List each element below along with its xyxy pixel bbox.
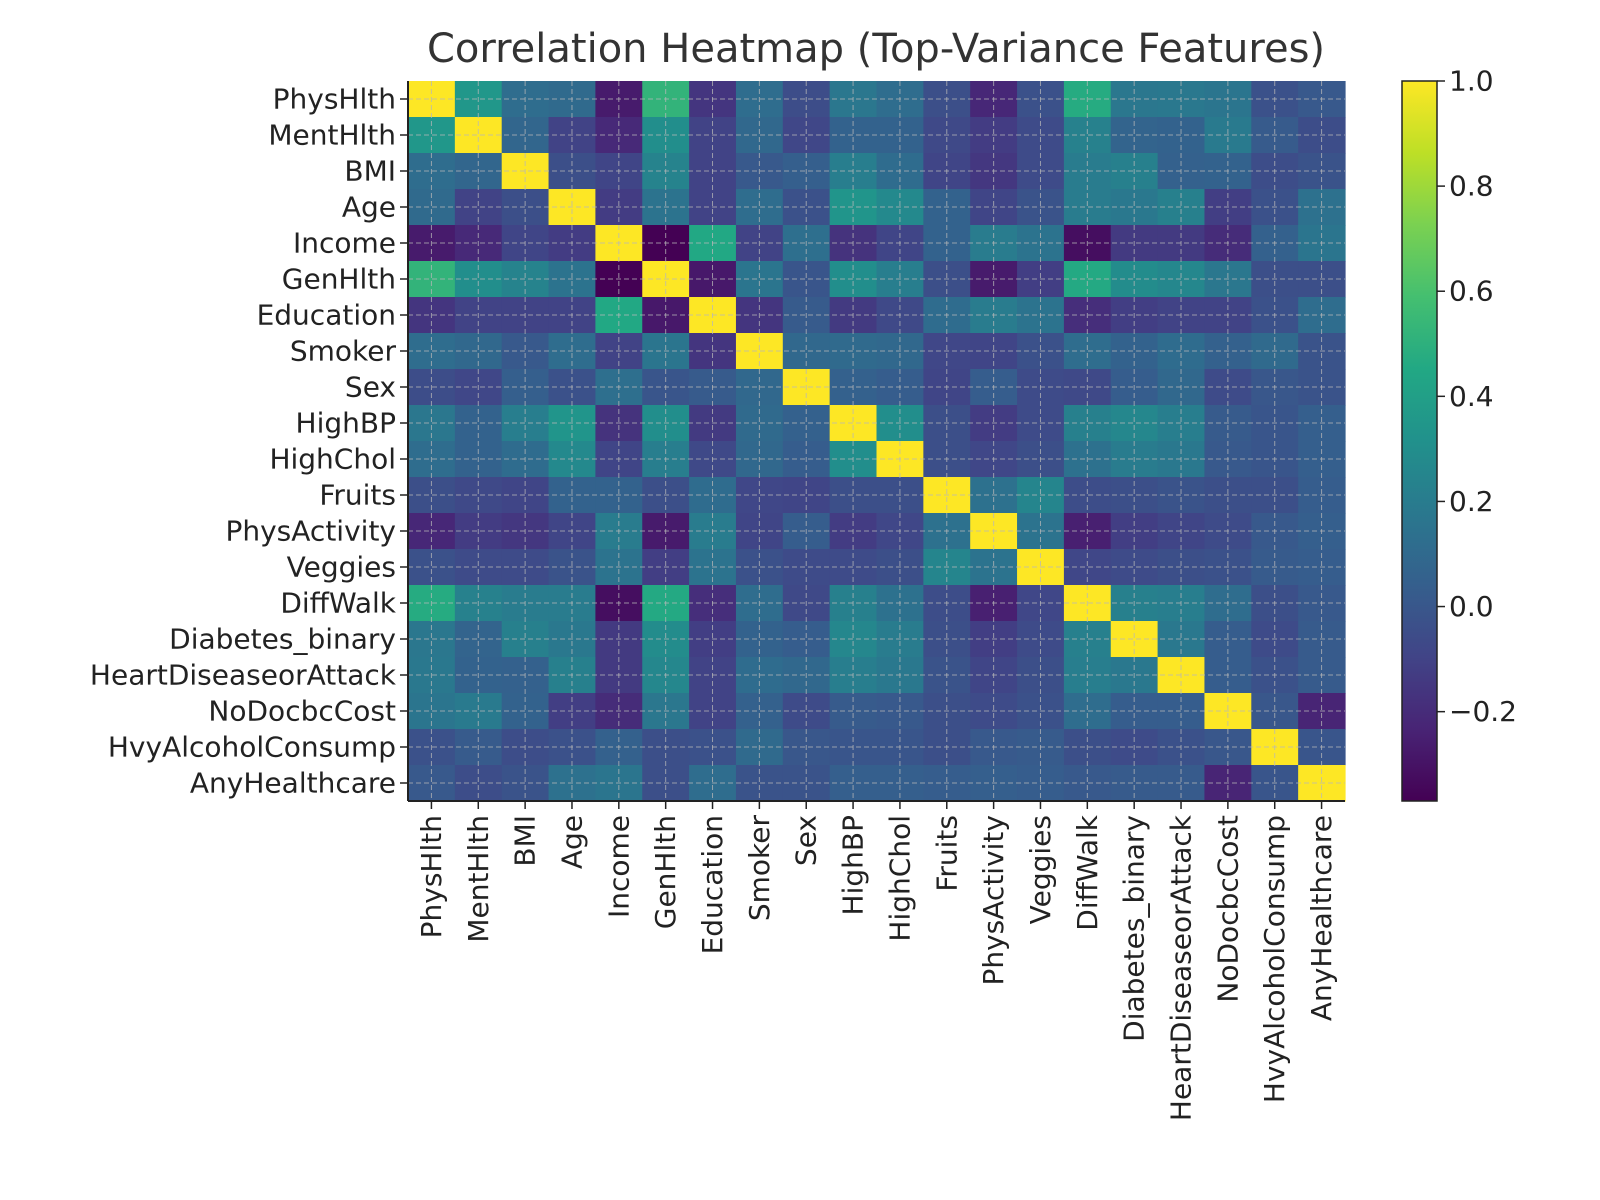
x-tick-label: Sex (790, 815, 823, 866)
heatmap-cells (408, 81, 1346, 802)
y-tick-label: Age (342, 191, 396, 224)
x-tick-label: Diabetes_binary (1118, 815, 1151, 1042)
x-tick-label: HvyAlcoholConsump (1258, 815, 1291, 1103)
y-tick-label: HvyAlcoholConsump (108, 731, 396, 764)
y-tick-label: Diabetes_binary (169, 623, 396, 656)
y-tick-label: HeartDiseaseorAttack (90, 659, 397, 692)
y-tick-label: PhysActivity (225, 515, 396, 548)
x-tick-label: HighChol (883, 815, 916, 942)
x-tick-label: PhysHlth (415, 815, 448, 938)
y-tick-label: HighChol (269, 443, 396, 476)
x-tick-label: NoDocbcCost (1211, 815, 1244, 1003)
y-tick-label: Education (257, 299, 396, 332)
colorbar-tick-label: 0.8 (1449, 170, 1494, 203)
x-tick-label: DiffWalk (1071, 814, 1104, 930)
y-tick-label: DiffWalk (280, 587, 396, 620)
x-tick-label: Education (696, 815, 729, 954)
heatmap-gridlines (408, 81, 1345, 801)
x-tick-label: MentHlth (462, 815, 495, 943)
y-tick-label: Fruits (319, 479, 396, 512)
y-tick-label: Veggies (287, 551, 396, 584)
y-tick-label: Smoker (290, 335, 397, 368)
y-tick-label: HighBP (296, 407, 396, 440)
chart-title: Correlation Heatmap (Top-Variance Featur… (427, 26, 1325, 72)
x-tick-label: Fruits (930, 815, 963, 892)
y-tick-label: AnyHealthcare (190, 767, 396, 800)
y-tick-label: BMI (344, 155, 396, 188)
colorbar-gradient (1401, 80, 1438, 802)
colorbar-tick-label: 1.0 (1449, 65, 1494, 98)
heatmap-axes (400, 81, 1345, 809)
x-tick-label: Veggies (1024, 815, 1057, 924)
colorbar: 1.0 0.8 0.6 0.4 0.2 0.0 −0.2 (1401, 65, 1517, 802)
y-tick-label: Income (293, 227, 396, 260)
colorbar-tick-label: 0.4 (1449, 380, 1494, 413)
x-tick-label: BMI (509, 815, 542, 867)
colorbar-tick-label: 0.6 (1449, 275, 1494, 308)
x-tick-label: HeartDiseaseorAttack (1165, 814, 1198, 1121)
x-tick-label: AnyHealthcare (1305, 815, 1338, 1021)
colorbar-tick-label: 0.0 (1449, 590, 1494, 623)
x-tick-labels: PhysHlth MentHlth BMI Age Income GenHlth Educa… (415, 814, 1338, 1121)
x-tick-label: HighBP (837, 815, 870, 915)
x-tick-label: GenHlth (649, 815, 682, 929)
y-tick-label: GenHlth (282, 263, 396, 296)
x-tick-label: Smoker (743, 815, 776, 922)
x-tick-label: PhysActivity (977, 815, 1010, 986)
y-tick-label: Sex (345, 371, 396, 404)
y-tick-label: PhysHlth (273, 83, 396, 116)
y-tick-label: MentHlth (268, 119, 396, 152)
colorbar-tick-label: 0.2 (1449, 485, 1494, 518)
x-tick-label: Age (555, 815, 588, 869)
colorbar-tick-label: −0.2 (1449, 695, 1517, 728)
y-tick-label: NoDocbcCost (208, 695, 396, 728)
y-tick-labels: PhysHlthMentHlthBMIAgeIncomeGenHlthEduca… (90, 83, 397, 800)
x-tick-label: Income (602, 815, 635, 918)
